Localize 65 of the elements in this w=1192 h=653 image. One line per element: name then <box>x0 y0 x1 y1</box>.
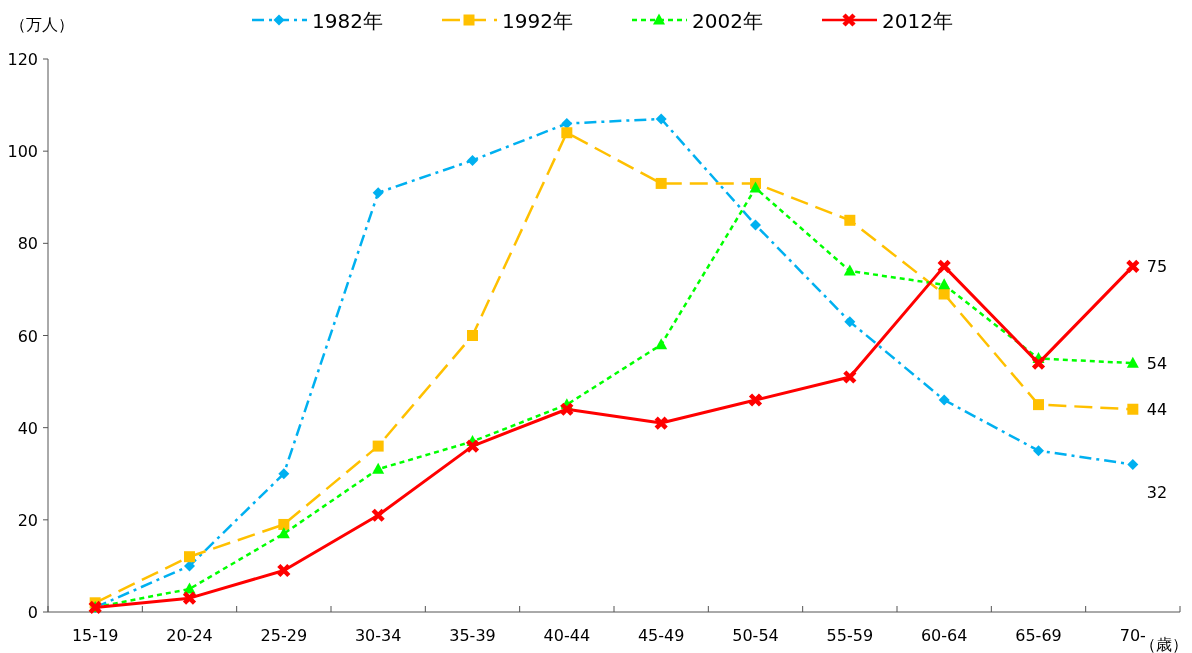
point <box>278 468 290 480</box>
point <box>370 507 386 523</box>
point <box>277 527 290 539</box>
x-tick-label: 50-54 <box>732 626 779 645</box>
x-tick-label: 40-44 <box>543 626 591 645</box>
x-tick-label: 15-19 <box>71 626 119 645</box>
point <box>844 214 856 226</box>
point <box>655 177 667 189</box>
data-label: 75 <box>1146 257 1168 277</box>
y-tick-label: 120 <box>7 50 38 69</box>
y-axis-title: （万人） <box>10 15 74 34</box>
point <box>936 259 952 274</box>
point <box>467 330 478 341</box>
point <box>1126 356 1139 368</box>
point <box>1033 399 1044 411</box>
point <box>278 518 290 530</box>
point <box>182 590 197 606</box>
point <box>372 462 385 474</box>
x-tick-label: 25-29 <box>260 626 308 645</box>
point <box>938 394 950 406</box>
point <box>467 154 478 166</box>
data-label: 44 <box>1146 400 1168 420</box>
point <box>559 401 575 417</box>
legend-label: 1982年 <box>312 9 383 33</box>
data-label: 32 <box>1146 482 1168 502</box>
point <box>372 440 384 452</box>
point <box>1127 459 1139 471</box>
point <box>655 113 667 125</box>
x-tick-label: 20-24 <box>166 626 213 645</box>
point <box>1031 355 1046 371</box>
point <box>653 415 669 431</box>
x-tick-label: 45-49 <box>637 626 685 645</box>
data-label: 54 <box>1146 354 1168 374</box>
y-tick-label: 100 <box>7 142 38 162</box>
point <box>1125 259 1141 274</box>
point <box>184 551 195 563</box>
point <box>655 338 668 350</box>
point <box>938 288 950 300</box>
point <box>749 181 762 193</box>
point <box>561 127 573 139</box>
x-tick-label: 30-34 <box>354 626 402 645</box>
legend-label: 1992年 <box>502 9 573 33</box>
point <box>1033 445 1044 457</box>
point <box>938 278 951 290</box>
y-tick-label: 40 <box>17 418 38 438</box>
point <box>843 264 856 276</box>
point <box>276 563 292 578</box>
point <box>750 219 761 231</box>
y-tick-label: 60 <box>17 326 38 346</box>
legend-label: 2012年 <box>882 9 953 33</box>
y-tick-label: 20 <box>17 510 38 530</box>
point <box>842 369 858 385</box>
point <box>1127 403 1139 415</box>
x-tick-label: 55-59 <box>826 626 874 645</box>
x-tick-label: 70- <box>1119 626 1146 645</box>
point <box>748 392 763 408</box>
legend-label: 2002年 <box>692 9 763 33</box>
point <box>844 316 856 328</box>
y-tick-label: 80 <box>17 234 38 254</box>
x-tick-label: 60-64 <box>920 626 968 645</box>
x-tick-label: 65-69 <box>1015 626 1062 645</box>
point <box>372 187 384 199</box>
x-tick-label: 35-39 <box>449 626 496 645</box>
point <box>465 438 480 454</box>
y-tick-label: 0 <box>27 603 38 622</box>
